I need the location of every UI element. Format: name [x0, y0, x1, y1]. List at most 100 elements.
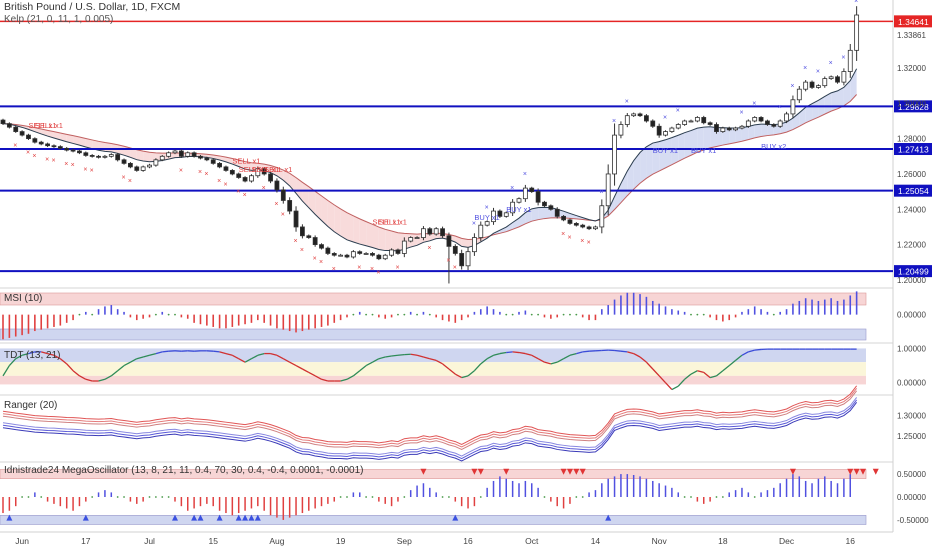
candle-body	[275, 181, 279, 190]
signal-label: SELL x1	[232, 156, 260, 165]
sell-x-marker: ×	[26, 150, 30, 157]
candle-body	[441, 229, 445, 236]
candle-body	[759, 117, 763, 121]
candle-body	[823, 79, 827, 86]
candle-body	[179, 151, 183, 156]
mega-dot	[346, 496, 348, 498]
msi-dot	[773, 314, 775, 316]
sell-x-marker: ×	[64, 161, 68, 168]
msi-dot	[690, 314, 692, 316]
time-tick-label: 16	[463, 536, 473, 546]
candle-body	[377, 255, 381, 259]
signal-label: SELL x1	[379, 217, 407, 226]
mega-dot	[28, 496, 30, 498]
price-tick-label: 1.20000	[897, 276, 926, 285]
tdt-middle-band	[0, 362, 866, 376]
time-tick-label: Nov	[652, 536, 668, 546]
mega-dot	[168, 496, 170, 498]
candle-body	[842, 72, 846, 83]
candle-body	[670, 128, 674, 132]
msi-dot	[79, 314, 81, 316]
mega-dot	[117, 496, 119, 498]
tdt-line-segment	[513, 352, 519, 353]
candle-body	[765, 121, 769, 125]
kelp-cloud-segment	[334, 205, 340, 236]
msi-dot	[352, 314, 354, 316]
candle-body	[52, 146, 56, 147]
buy-x-marker: ×	[829, 60, 833, 67]
candle-body	[160, 156, 164, 160]
kelp-cloud-segment	[379, 227, 385, 250]
candle-body	[568, 220, 572, 224]
mega-dot	[722, 496, 724, 498]
mega-dot	[40, 496, 42, 498]
candle-body	[307, 236, 311, 238]
kelp-cloud-segment	[742, 127, 748, 142]
candle-body	[390, 250, 394, 255]
time-tick-label: Oct	[525, 536, 539, 546]
sell-x-marker: ×	[198, 169, 202, 176]
buy-x-marker: ×	[612, 118, 616, 125]
signal-label: BUY x1	[506, 205, 531, 214]
time-tick-label: Sep	[397, 536, 412, 546]
sell-x-marker: ×	[204, 171, 208, 178]
candle-body	[683, 121, 687, 125]
candle-body	[14, 127, 18, 131]
candle-body	[326, 248, 330, 253]
sell-x-marker: ×	[13, 143, 17, 150]
sell-x-marker: ×	[128, 178, 132, 185]
sell-x-marker: ×	[294, 238, 298, 245]
msi-dot	[531, 314, 533, 316]
candle-body	[65, 148, 69, 150]
kelp-cloud-segment	[353, 216, 359, 244]
candle-body	[753, 117, 757, 121]
buy-x-marker: ×	[816, 69, 820, 76]
candle-body	[167, 153, 171, 157]
buy-x-marker: ×	[854, 0, 858, 5]
candle-body	[148, 165, 152, 167]
candle-body	[71, 150, 75, 151]
mega-dot	[123, 496, 125, 498]
kelp-cloud-segment	[360, 219, 366, 246]
buy-x-marker: ×	[485, 205, 489, 212]
candle-body	[192, 153, 196, 157]
sell-x-marker: ×	[567, 234, 571, 241]
indicator-label-megaoscillator: Idnistrade24 MegaOscillator (13, 8, 21, …	[4, 465, 363, 476]
tdt-line-segment	[398, 355, 404, 356]
price-tick-label: 1.32000	[897, 64, 926, 73]
level-label: 1.25054	[898, 186, 929, 196]
kelp-cloud-segment	[392, 231, 398, 251]
kelp-cloud-segment	[143, 151, 149, 162]
candle-body	[421, 229, 425, 238]
buy-x-marker: ×	[523, 171, 527, 178]
candle-body	[402, 241, 406, 253]
candle-body	[804, 82, 808, 89]
msi-dot	[397, 314, 399, 316]
candle-body	[613, 135, 617, 174]
buy-x-marker: ×	[676, 108, 680, 115]
mega-dot	[149, 496, 151, 498]
sell-x-marker: ×	[83, 166, 87, 173]
mega-dot	[21, 496, 23, 498]
candle-body	[657, 126, 661, 135]
candle-body	[664, 132, 668, 136]
time-tick-label: Aug	[269, 536, 284, 546]
tdt-line-segment	[506, 352, 512, 353]
candle-body	[740, 126, 744, 128]
mega-dot	[575, 496, 577, 498]
sell-x-marker: ×	[281, 211, 285, 218]
candle-body	[848, 50, 852, 71]
candle-body	[370, 253, 374, 255]
candle-body	[313, 238, 317, 245]
candle-body	[810, 82, 814, 87]
mega-dot	[372, 496, 374, 498]
kelp-cloud-segment	[755, 124, 761, 138]
signal-label: BUY x1	[691, 146, 716, 155]
sell-x-marker: ×	[51, 158, 55, 165]
candle-body	[428, 229, 432, 234]
sell-x-marker: ×	[32, 153, 36, 160]
candle-body	[84, 153, 88, 156]
candle-body	[198, 156, 202, 158]
mega-dot	[480, 496, 482, 498]
msi-dot	[703, 314, 705, 316]
